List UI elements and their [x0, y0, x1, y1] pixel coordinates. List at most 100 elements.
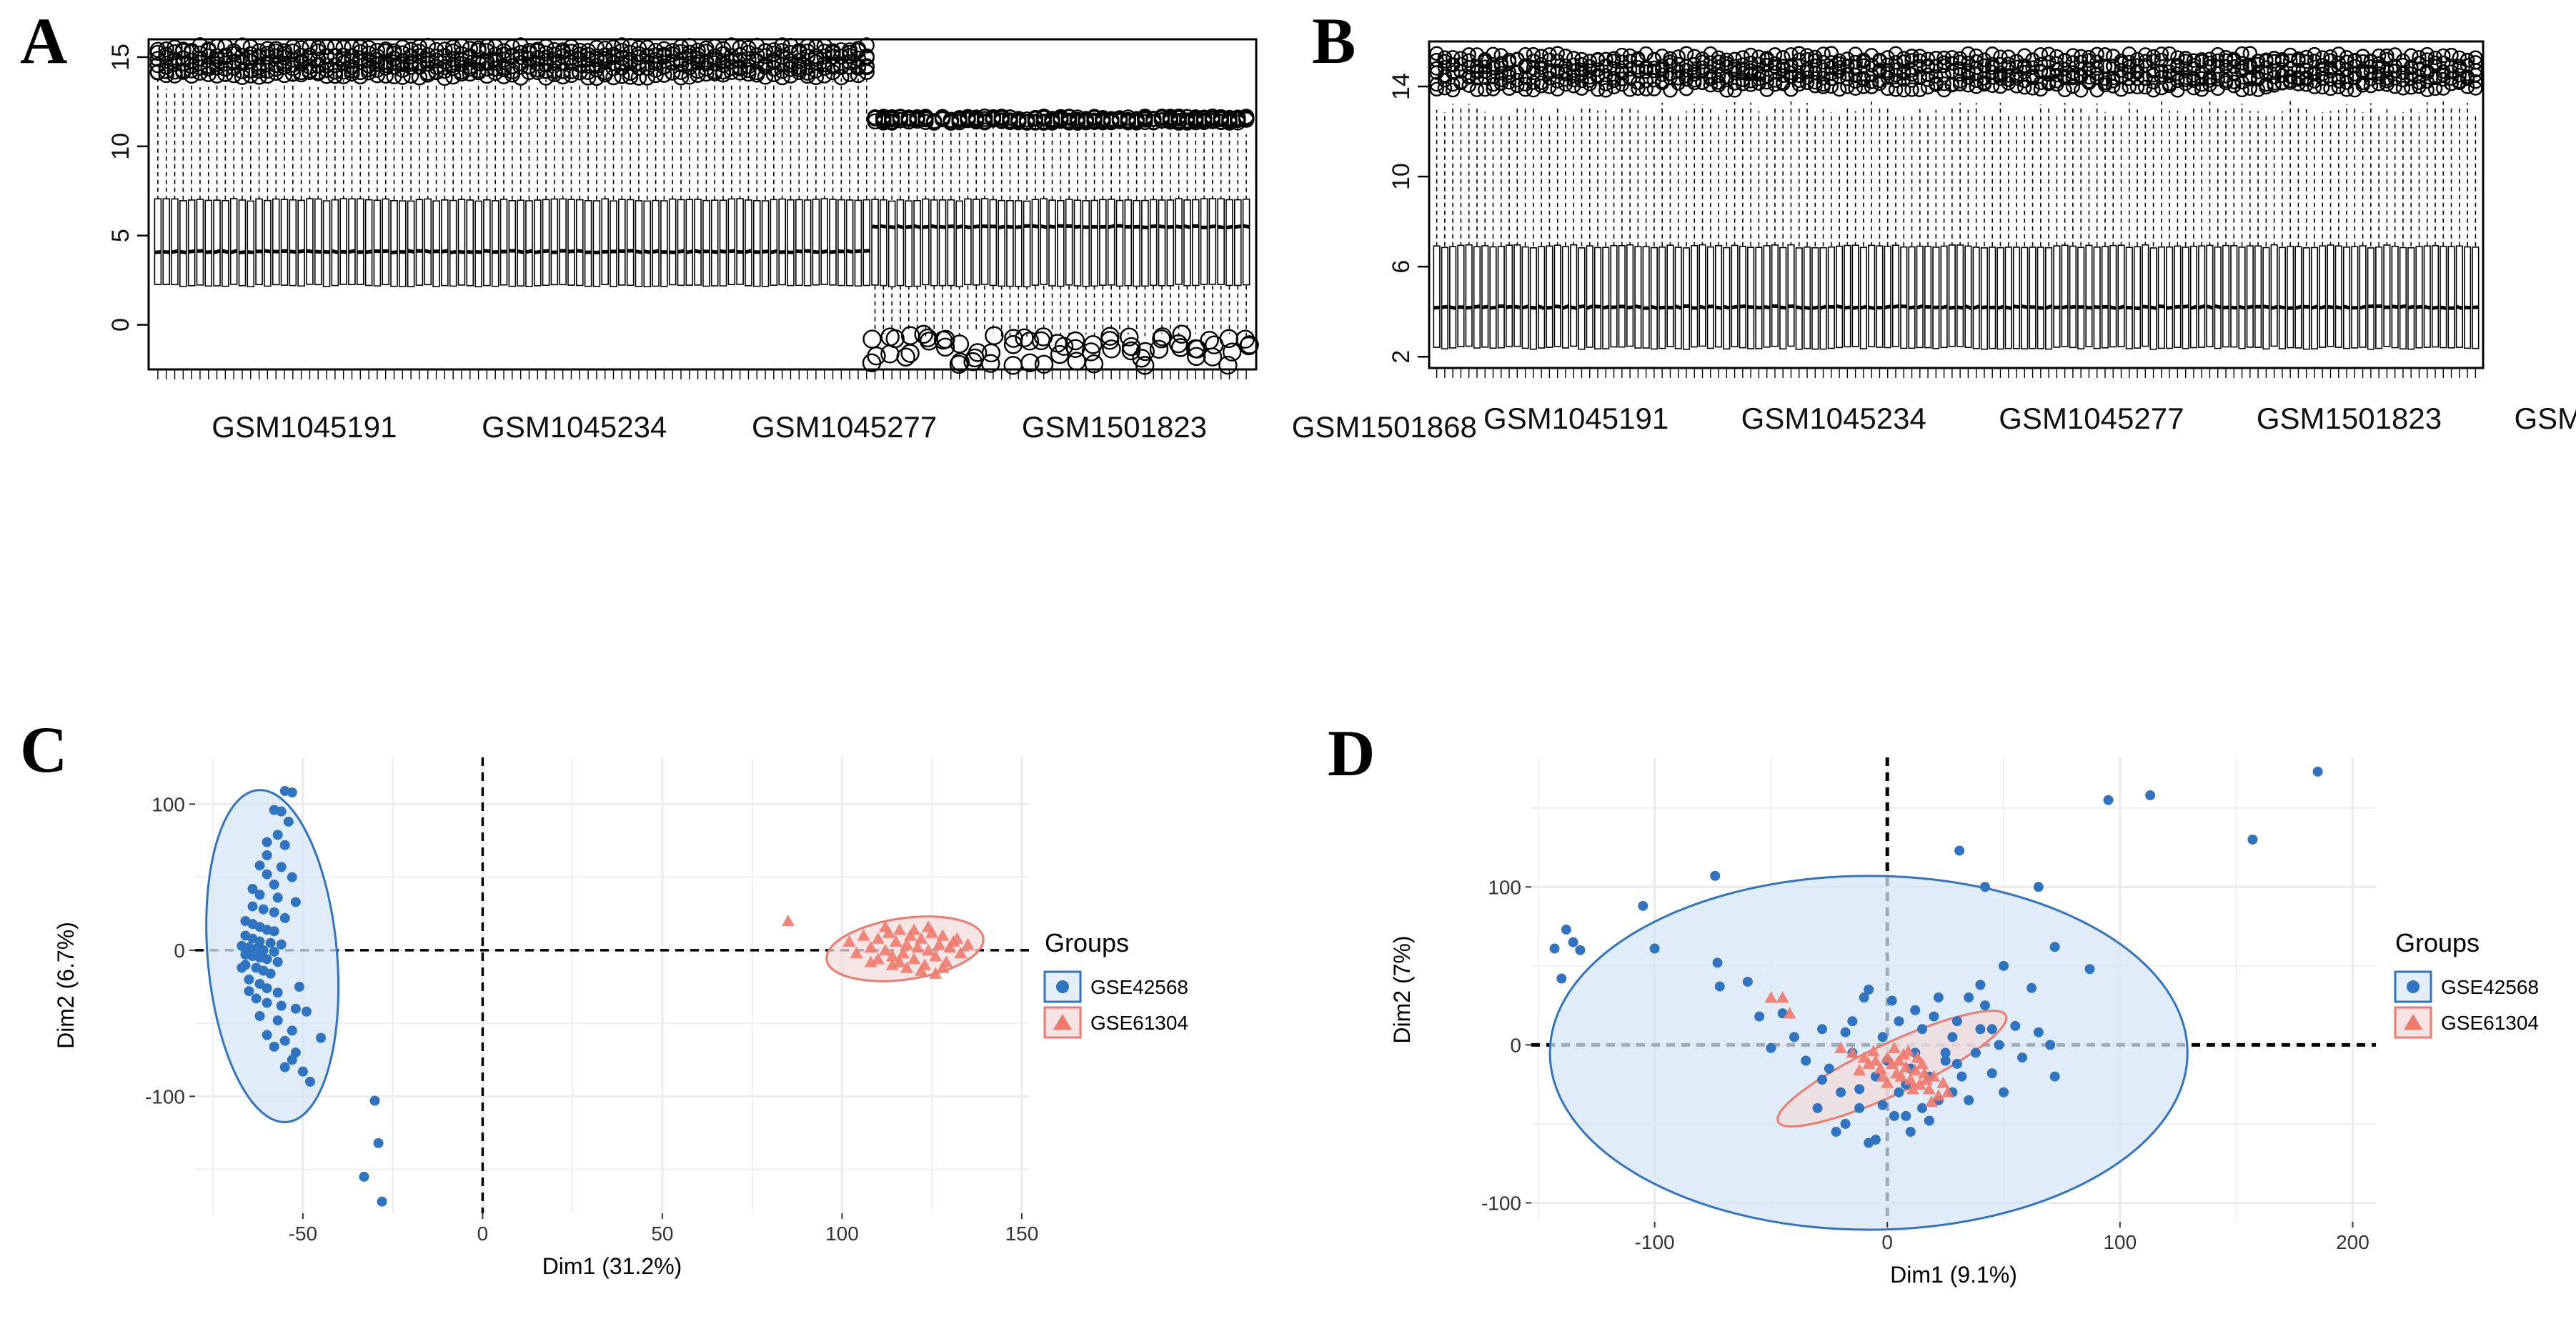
box-b — [1457, 244, 1465, 348]
outlier-a — [698, 53, 715, 70]
box-b — [1505, 244, 1513, 347]
outlier-b — [1776, 68, 1791, 84]
axes-ticks-d: -100 0 100 200 -100 0 100 — [1481, 876, 2369, 1253]
outlier-a — [158, 66, 174, 84]
outlier-b — [2009, 59, 2024, 75]
outlier-a — [976, 113, 993, 130]
outlier-b — [1654, 74, 1670, 89]
point-gse61304 — [1892, 1054, 1906, 1066]
box-b — [1771, 244, 1779, 347]
outlier-b — [1582, 54, 1597, 69]
outlier-a — [825, 43, 841, 59]
point-gse42568 — [287, 872, 297, 882]
box-a — [787, 199, 795, 287]
outlier-b — [1904, 49, 1919, 64]
outlier-b — [1679, 46, 1694, 61]
median-b — [2094, 305, 2101, 309]
median-a — [390, 250, 398, 254]
outlier-a — [1035, 109, 1052, 126]
point-gse61304 — [1916, 1057, 1929, 1070]
point-gse42568 — [269, 1041, 279, 1052]
box-a — [1115, 199, 1124, 287]
box-b — [1868, 244, 1876, 347]
point-gse42568 — [262, 850, 272, 861]
median-b — [2198, 304, 2206, 310]
point-gse61304 — [1911, 1051, 1924, 1063]
outlier-a — [896, 347, 915, 367]
median-a — [441, 249, 449, 254]
x-tick-label-d: 100 — [2103, 1231, 2137, 1253]
outlier-b — [2436, 55, 2451, 71]
outlier-a — [707, 55, 723, 71]
box-a — [702, 199, 710, 287]
outlier-b — [2033, 56, 2049, 72]
scatter-points-c — [237, 786, 975, 1207]
outlier-a — [344, 48, 360, 64]
outlier-a — [1103, 113, 1120, 129]
outlier-b — [1486, 61, 1501, 76]
box-b — [1964, 245, 1972, 349]
outlier-b — [2097, 59, 2113, 74]
box-b — [2021, 247, 2029, 350]
outlier-b — [2129, 79, 2145, 95]
outlier-b — [2412, 61, 2427, 76]
box-b — [1634, 246, 1642, 349]
x-tick-label-c: -50 — [289, 1223, 317, 1245]
outlier-b — [2106, 79, 2121, 94]
median-a — [239, 250, 246, 254]
box-a — [913, 199, 921, 287]
outlier-b — [1461, 47, 1476, 62]
outlier-a — [936, 329, 955, 349]
outlier-a — [1002, 112, 1018, 129]
outlier-a — [394, 45, 411, 61]
outlier-b — [2082, 49, 2097, 65]
box-b — [2214, 246, 2222, 349]
outlier-b — [1671, 49, 1686, 64]
median-b — [1561, 304, 1570, 310]
outlier-b — [1486, 56, 1501, 72]
point-gse61304 — [929, 950, 943, 962]
box-a — [491, 200, 499, 287]
median-a — [247, 250, 254, 254]
box-a — [745, 199, 752, 287]
outlier-a — [335, 39, 352, 56]
box-a — [576, 199, 584, 287]
box-b — [1916, 245, 1924, 349]
outlier-a — [883, 113, 900, 130]
point-gse42568 — [1975, 1024, 1986, 1035]
box-b — [1674, 247, 1682, 349]
median-a — [1040, 224, 1048, 229]
outlier-b — [2186, 53, 2202, 68]
point-gse61304 — [1776, 991, 1789, 1003]
outlier-b — [1912, 59, 1927, 74]
point-gse42568 — [1766, 1042, 1776, 1053]
outlier-b — [2404, 71, 2419, 86]
outlier-b — [2146, 83, 2161, 98]
box-a — [196, 199, 204, 286]
outlier-a — [656, 41, 672, 57]
outlier-b — [1437, 54, 1453, 69]
box-a — [162, 198, 170, 285]
outlier-b — [2323, 61, 2338, 76]
outlier-a — [1149, 339, 1169, 359]
outlier-a — [453, 46, 470, 62]
outlier-a — [1239, 336, 1258, 356]
outlier-b — [1526, 82, 1541, 98]
outlier-b — [2267, 51, 2282, 66]
outlier-a — [1170, 113, 1187, 129]
outlier-a — [318, 39, 335, 56]
outlier-b — [1429, 76, 1444, 92]
point-gse42568 — [265, 968, 276, 979]
median-b — [1433, 305, 1441, 310]
outlier-a — [799, 59, 816, 76]
box-a — [449, 199, 457, 287]
outlier-b — [2363, 59, 2379, 74]
box-b — [2359, 245, 2367, 348]
box-a — [1133, 199, 1140, 287]
box-a — [635, 200, 643, 287]
median-a — [720, 249, 727, 254]
outlier-a — [470, 40, 487, 57]
median-b — [2158, 304, 2165, 309]
confidence-ellipses-c — [205, 789, 985, 1123]
median-a — [306, 249, 314, 254]
